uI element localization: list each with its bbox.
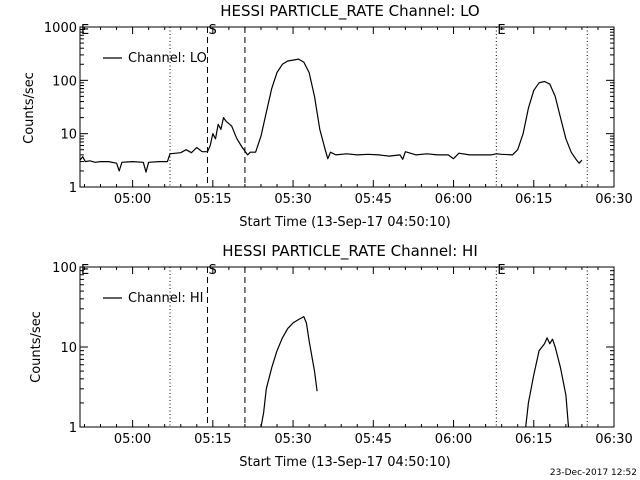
y-tick-label: 100 [52,261,77,276]
y-axis-label: Counts/sec [29,311,44,383]
lo-channel-panel: HESSI PARTICLE_RATE Channel: LO Start Ti… [22,2,633,230]
plot-frame [79,26,615,188]
marker-label: E [497,263,505,278]
y-tick-label: 1 [69,421,77,436]
chart-title: HESSI PARTICLE_RATE Channel: LO [220,2,479,21]
x-tick-label: 05:30 [274,192,311,207]
y-tick-label: 1 [69,181,77,196]
x-tick-label: 05:15 [194,432,231,447]
x-tick-label: 06:30 [595,192,632,207]
y-tick-label: 100 [52,74,77,89]
y-tick-label: 10 [60,128,77,143]
marker-label: S [208,23,216,38]
footer-timestamp: 23-Dec-2017 12:52 [550,468,637,478]
y-axis-label: Counts/sec [22,72,37,144]
x-tick-label: 05:15 [194,192,231,207]
hi-channel-panel: HESSI PARTICLE_RATE Channel: HI Start Ti… [29,242,633,470]
y-tick-label: 10 [60,341,77,356]
x-tick-label: 05:00 [114,192,151,207]
marker-label: E [497,23,505,38]
chart-title: HESSI PARTICLE_RATE Channel: HI [222,242,478,261]
series-line [525,337,570,428]
marker-label: S [208,263,216,278]
legend-label: Channel: HI [128,291,204,306]
x-tick-label: 06:15 [515,192,552,207]
x-tick-label: 05:30 [274,432,311,447]
x-tick-label: 05:45 [355,432,392,447]
series-line [79,58,583,173]
edge-marker-label: E [81,23,89,38]
x-tick-label: 06:30 [595,432,632,447]
x-tick-label: 06:15 [515,432,552,447]
legend-label: Channel: LO [128,51,207,66]
x-tick-label: 06:00 [435,432,472,447]
x-axis-label: Start Time (13-Sep-17 04:50:10) [239,215,450,230]
x-axis-label: Start Time (13-Sep-17 04:50:10) [239,455,450,470]
x-tick-label: 06:00 [435,192,472,207]
series-line [260,316,318,428]
edge-marker-label: E [81,263,89,278]
x-tick-label: 05:00 [114,432,151,447]
x-tick-label: 05:45 [355,192,392,207]
y-tick-label: 1000 [44,21,77,36]
